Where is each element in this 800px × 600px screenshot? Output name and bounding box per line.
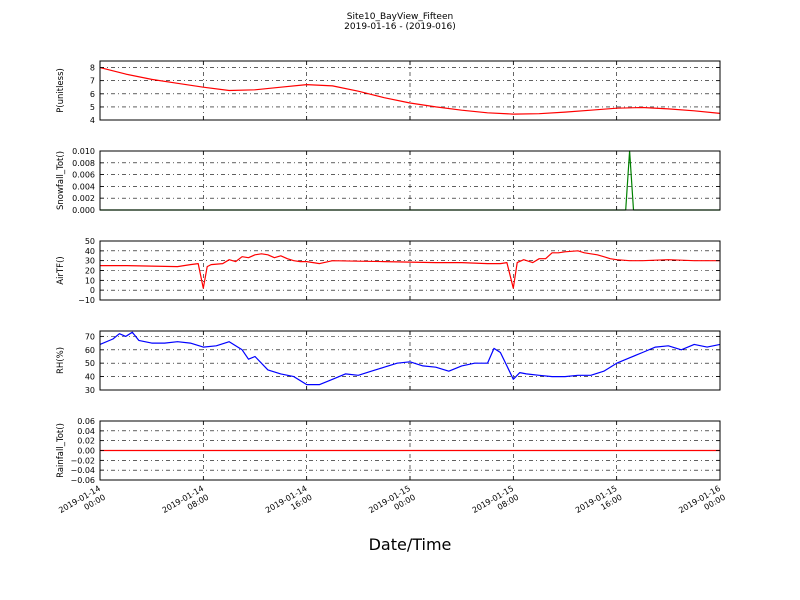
y-tick-label: −0.04 — [70, 466, 95, 475]
y-tick-label: 50 — [85, 237, 95, 246]
y-tick-label: 8 — [90, 64, 95, 73]
y-tick-label: 30 — [85, 257, 95, 266]
figure-title: Site10_BayView_Fifteen — [347, 12, 453, 22]
y-tick-label: 0.004 — [72, 182, 95, 191]
x-tick-label: 2019-01-1416:00 — [264, 484, 314, 524]
y-tick-label: 0 — [90, 286, 95, 295]
y-axis-label: Rainfall_Tot() — [56, 423, 66, 478]
y-tick-label: −0.02 — [70, 456, 95, 465]
y-tick-label: 20 — [85, 267, 95, 276]
series-line — [99, 67, 721, 115]
y-tick-label: 10 — [85, 276, 95, 285]
x-tick-label: 2019-01-1508:00 — [471, 484, 521, 524]
y-tick-label: 0.00 — [77, 447, 95, 456]
y-tick-label: −10 — [78, 296, 95, 305]
y-axis-label: Snowfall_Tot() — [56, 151, 66, 210]
panel-4: 30 40 50 60 70 RH(%) — [56, 330, 721, 395]
y-tick-label: 7 — [90, 77, 95, 86]
x-axis-tick-labels: 2019-01-1400:00 2019-01-1408:00 2019-01-14… — [57, 484, 727, 524]
y-tick-label: 70 — [85, 332, 95, 341]
y-tick-label: 0.000 — [72, 206, 95, 215]
x-tick-label: 2019-01-1516:00 — [574, 484, 624, 524]
y-tick-label: 5 — [90, 103, 95, 112]
y-tick-label: 0.008 — [72, 159, 95, 168]
panels: 45678P(unitless)0.0000.0020.0040.0060.00… — [56, 60, 721, 485]
y-tick-label: 4 — [90, 116, 95, 125]
y-tick-label: 40 — [85, 373, 95, 382]
y-tick-label: 0.06 — [77, 417, 95, 426]
y-tick-label: 50 — [85, 359, 95, 368]
y-tick-label: 6 — [90, 90, 95, 99]
y-tick-label: 0.010 — [72, 147, 95, 156]
panel-5: −0.06−0.04−0.020.000.020.040.06 Rainfall_… — [56, 417, 721, 485]
x-tick-label: 2019-01-1500:00 — [367, 484, 417, 524]
y-tick-label: 60 — [85, 346, 95, 355]
series-line — [100, 250, 720, 289]
y-tick-label: 0.002 — [72, 194, 95, 203]
x-tick-label: 2019-01-1408:00 — [161, 484, 211, 524]
y-axis-label: AirTF() — [56, 256, 66, 284]
x-axis-label: Date/Time — [369, 535, 452, 554]
figure-subtitle: 2019-01-16 - (2019-016) — [344, 22, 456, 32]
series-line — [99, 331, 721, 386]
panel-1: 4 5 6 7 8 P(unitless) — [56, 60, 721, 125]
y-tick-label: −0.06 — [70, 476, 95, 485]
y-tick-label: 0.04 — [77, 427, 95, 436]
y-tick-label: 0.02 — [77, 437, 95, 446]
y-axis-label: RH(%) — [56, 347, 66, 374]
x-tick-label: 2019-01-1600:00 — [677, 484, 727, 524]
panel-2: 0.000 0.002 0.004 0.006 0.008 0.010 Snowfall_T… — [56, 147, 721, 215]
y-axis-label: P(unitless) — [56, 68, 66, 113]
x-tick-label: 2019-01-1400:00 — [57, 484, 107, 524]
y-tick-label: 30 — [85, 386, 95, 395]
y-tick-label: 40 — [85, 247, 95, 256]
y-tick-label: 0.006 — [72, 171, 95, 180]
